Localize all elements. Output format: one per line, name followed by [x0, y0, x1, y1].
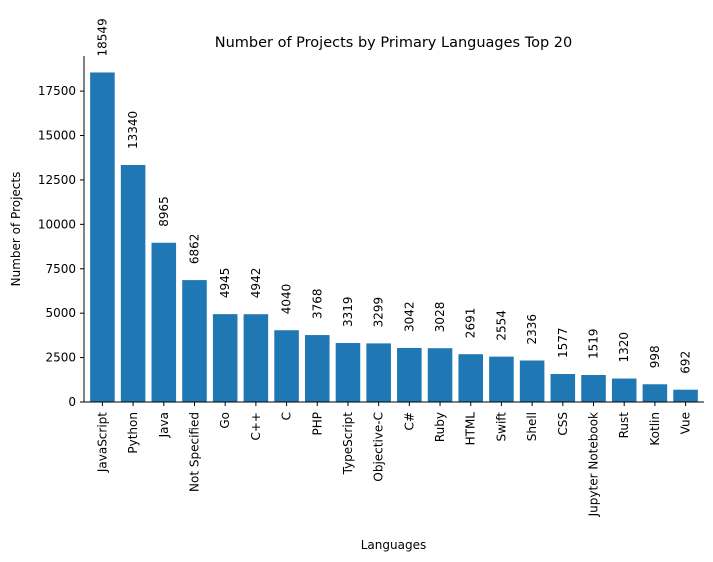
data-label: 2691: [464, 308, 478, 339]
data-label: 3028: [433, 302, 447, 333]
data-label: 8965: [157, 196, 171, 227]
bar: [212, 314, 238, 402]
y-tick-label: 2500: [45, 351, 76, 365]
x-tick-label: CSS: [556, 412, 570, 436]
data-label: 3299: [372, 297, 386, 328]
bar: [120, 165, 146, 402]
y-tick-label: 7500: [45, 262, 76, 276]
bar: [519, 360, 545, 402]
bar: [366, 343, 391, 402]
data-label: 18549: [95, 18, 109, 56]
x-axis-label: Languages: [361, 538, 426, 552]
bar: [304, 335, 330, 402]
x-tick-label: Vue: [679, 412, 693, 434]
bar: [397, 347, 422, 402]
data-label: 4945: [218, 268, 232, 299]
x-tick-label: C++: [249, 412, 263, 441]
bar: [243, 314, 269, 402]
x-tick-label: C#: [402, 412, 416, 430]
data-label: 3319: [341, 296, 355, 327]
x-tick-label: TypeScript: [341, 412, 355, 476]
x-tick-label: Java: [157, 412, 171, 438]
x-tick-label: Rust: [617, 412, 631, 439]
data-label: 6862: [187, 234, 201, 265]
data-label: 4040: [280, 284, 294, 315]
data-label: 1577: [556, 327, 570, 358]
x-tick-label: PHP: [310, 412, 324, 436]
y-tick-label: 17500: [38, 84, 76, 98]
bar: [581, 375, 606, 402]
x-tick-label: Kotlin: [648, 412, 662, 446]
x-tick-label: Python: [126, 412, 140, 454]
bar: [335, 343, 361, 402]
bar: [642, 384, 668, 402]
data-label: 998: [648, 345, 662, 368]
x-tick-label: Go: [218, 412, 232, 429]
chart-title: Number of Projects by Primary Languages …: [215, 35, 573, 51]
x-tick-label: Not Specified: [187, 412, 201, 492]
x-tick-label: Jupyter Notebook: [587, 412, 601, 517]
data-label: 13340: [126, 111, 140, 149]
x-tick-label: Objective-C: [372, 412, 386, 482]
x-tick-label: HTML: [464, 412, 478, 446]
bar: [182, 280, 207, 402]
x-tick-label: JavaScript: [95, 412, 109, 473]
bar: [458, 354, 484, 402]
y-tick-label: 5000: [45, 306, 76, 320]
data-label: 3042: [402, 301, 416, 332]
bar: [611, 378, 637, 402]
bar: [673, 389, 698, 402]
bar: [550, 373, 576, 402]
y-tick-label: 10000: [38, 217, 76, 231]
bar: [489, 356, 514, 402]
x-tick-label: Swift: [494, 412, 508, 442]
plot-area: 18549 13340 8965 6862 4945 4942 4040 3768 3319 32…: [38, 18, 704, 517]
bar: [151, 242, 177, 402]
data-label: 2554: [494, 310, 508, 341]
y-tick-label: 12500: [38, 173, 76, 187]
bar: [90, 72, 115, 403]
data-label: 2336: [525, 314, 539, 345]
y-axis-label: Number of Projects: [9, 172, 23, 287]
data-label: 1519: [587, 328, 601, 359]
x-tick-label: C: [280, 412, 294, 420]
x-tick-label: Shell: [525, 412, 539, 441]
y-tick-label: 0: [68, 395, 76, 409]
data-label: 692: [679, 351, 693, 374]
y-tick-label: 15000: [38, 129, 76, 143]
bar: [427, 348, 453, 402]
data-label: 1320: [617, 332, 631, 363]
data-label: 4942: [249, 268, 263, 299]
x-tick-label: Ruby: [433, 412, 447, 442]
bar: [274, 330, 299, 402]
data-label: 3768: [310, 289, 324, 320]
